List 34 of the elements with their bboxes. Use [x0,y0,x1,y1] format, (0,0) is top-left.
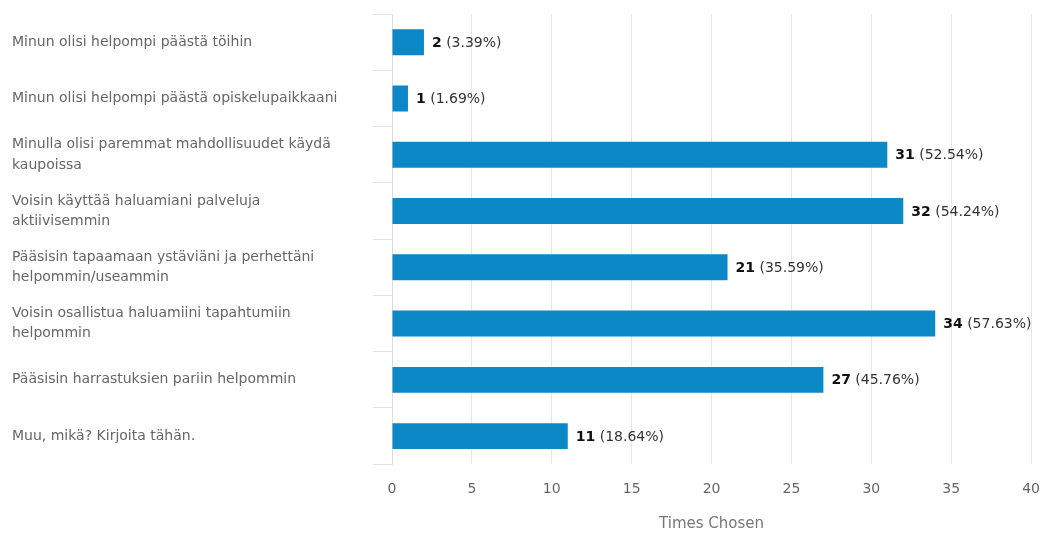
x-tick-label: 10 [542,480,561,497]
bar [392,310,936,337]
bar [392,254,728,281]
x-tick-label: 35 [942,480,961,497]
y-tick-label: Voisin käyttää haluamiani palveluja aktiivisemmin [12,191,261,228]
data-label: 1 (1.69%) [415,90,486,107]
bar [392,29,424,56]
bar [392,366,824,393]
y-tick-label: Pääsisin harrastuksien pariin helpommin [12,370,297,387]
y-tick-label: Minun olisi helpompi päästä opiskelupaikkaani [12,89,338,106]
x-tick-label: 40 [1022,480,1041,497]
bar [392,423,568,450]
bar [392,85,408,112]
bar [392,198,904,224]
x-tick-label: 15 [622,480,641,497]
x-tick-label: 25 [782,480,801,497]
bar [392,141,888,168]
x-tick-label: 20 [702,480,721,497]
data-label: 27 (45.76%) [831,371,920,388]
data-label: 21 (35.59%) [735,258,824,275]
y-tick-label: Minun olisi helpompi päästä töihin [12,32,253,49]
x-tick-label: 30 [862,480,881,497]
data-label: 34 (57.63%) [943,315,1032,332]
y-tick-label: Voisin osallistua haluamiini tapahtumiin helpommin [12,304,291,341]
data-label: 2 (3.39%) [431,33,502,50]
x-tick-label: 5 [467,480,477,497]
x-tick-label: 0 [387,480,397,497]
y-tick-label: Pääsisin tapaamaan ystäviäni ja perhettäni helpommin/useammin [12,247,315,285]
data-label: 11 (18.64%) [575,427,664,444]
data-label: 31 (52.54%) [895,146,984,163]
data-label: 32 (54.24%) [911,202,1000,219]
x-axis-title: Times Chosen [658,513,765,532]
y-tick-label: Minulla olisi paremmat mahdollisuudet käydä kaupoissa [12,135,331,172]
y-tick-label: Muu, mikä? Kirjoita tähän. [12,426,196,443]
